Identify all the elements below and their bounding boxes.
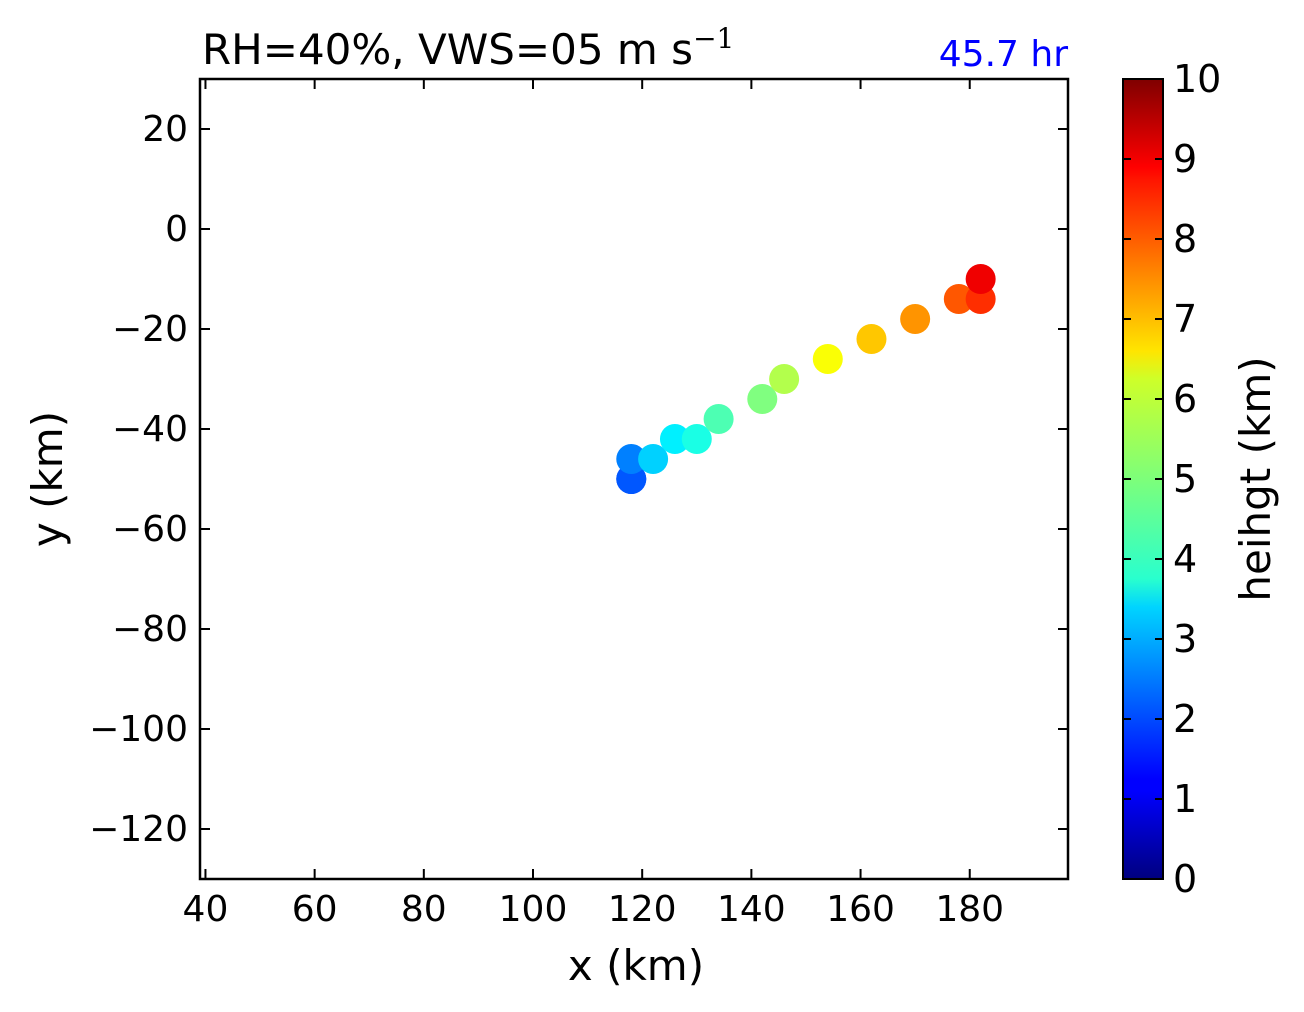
y-axis-label: y (km): [23, 411, 72, 547]
y-tick-label: −80: [112, 609, 188, 650]
x-tick-label: 100: [499, 889, 568, 930]
data-point: [965, 264, 996, 294]
x-tick-label: 60: [292, 889, 338, 930]
colorbar-ticks: 0 1 2 3 4 5 6 7 8 9 10: [1123, 57, 1221, 901]
data-point: [769, 364, 800, 394]
colorbar-tick-label: 1: [1173, 777, 1197, 821]
y-tick-label: −120: [89, 809, 188, 850]
title-superscript: −1: [693, 22, 734, 55]
x-tick-label: 140: [717, 889, 786, 930]
colorbar-tick-label: 0: [1173, 857, 1197, 901]
colorbar-tick-label: 9: [1173, 137, 1197, 181]
data-point: [638, 444, 669, 474]
x-tick-label: 80: [401, 889, 447, 930]
colorbar-tick-label: 10: [1173, 57, 1221, 101]
chart-title: RH=40%, VWS=05 m s−1: [202, 22, 734, 74]
colorbar-label: heihgt (km): [1231, 356, 1280, 601]
y-tick-label: 0: [165, 209, 188, 250]
x-tick-label: 180: [935, 889, 1004, 930]
colorbar-tick-label: 3: [1173, 617, 1197, 661]
points-layer: [616, 264, 996, 494]
data-point: [900, 304, 931, 334]
y-tick-label: −100: [89, 709, 188, 750]
data-point: [747, 384, 778, 414]
colorbar-tick-label: 2: [1173, 697, 1197, 741]
x-tick-label: 160: [826, 889, 895, 930]
x-tick-label: 40: [183, 889, 229, 930]
data-point: [812, 344, 843, 374]
colorbar: 0 1 2 3 4 5 6 7 8 9 10 heihgt (km): [1122, 57, 1280, 901]
data-point: [856, 324, 887, 354]
y-tick-label: −60: [112, 509, 188, 550]
colorbar-tick-label: 7: [1173, 297, 1197, 341]
time-label: 45.7 hr: [939, 34, 1068, 75]
ticks-layer: 40 60 80 100 120 140 160 180200−20−40−60−80−100…: [89, 79, 1068, 930]
colorbar-tick-label: 6: [1173, 377, 1197, 421]
x-axis-label: x (km): [568, 941, 704, 990]
colorbar-tick-label: 5: [1173, 457, 1197, 501]
data-point: [943, 284, 974, 314]
data-point: [703, 404, 734, 434]
y-tick-label: −20: [112, 309, 188, 350]
colorbar-tick-label: 8: [1173, 217, 1197, 261]
y-tick-label: 20: [142, 109, 188, 150]
data-point: [681, 424, 712, 454]
plot-area: 40 60 80 100 120 140 160 180200−20−40−60−80−100…: [89, 77, 1070, 930]
x-tick-label: 120: [608, 889, 677, 930]
data-point: [616, 444, 647, 474]
data-point: [659, 424, 690, 454]
colorbar-tick-label: 4: [1173, 537, 1197, 581]
y-tick-label: −40: [112, 409, 188, 450]
